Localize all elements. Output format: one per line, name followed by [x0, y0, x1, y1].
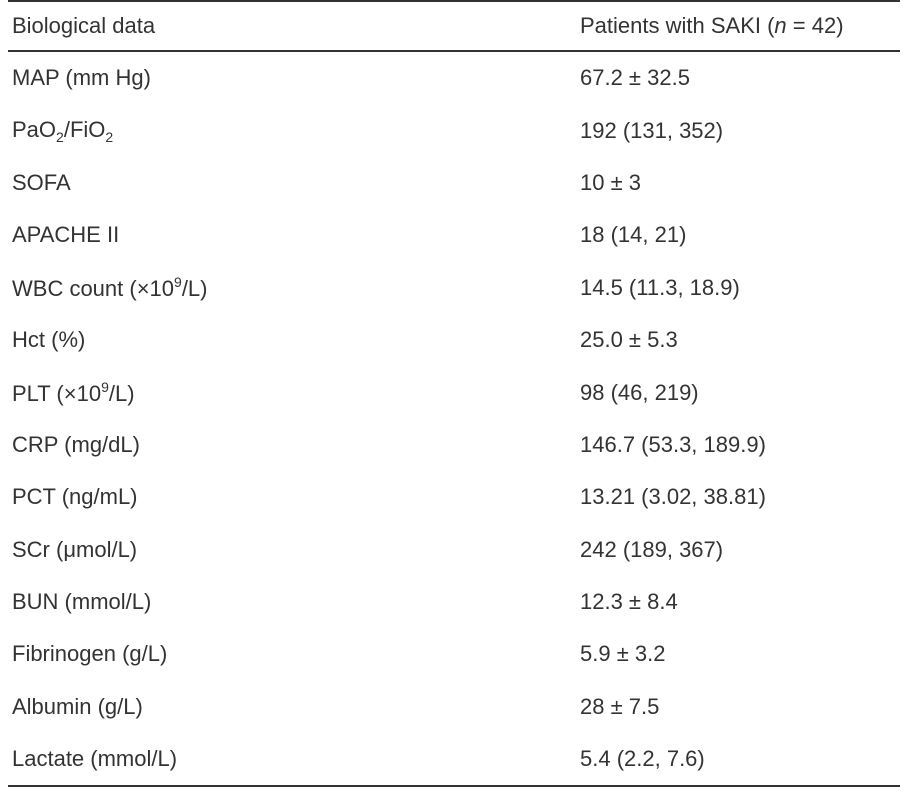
table-row: Albumin (g/L) 28 ± 7.5 — [8, 681, 900, 733]
row-label-mid: /FiO — [63, 116, 106, 142]
row-label-sup: 9 — [101, 378, 109, 395]
row-label: Hct (%) — [12, 327, 86, 353]
row-label: CRP (mg/dL) — [12, 431, 140, 457]
header-col2-n: n — [774, 13, 787, 38]
row-value: 5.4 (2.2, 7.6) — [580, 746, 705, 772]
table-row: PCT (ng/mL) 13.21 (3.02, 38.81) — [8, 471, 900, 523]
row-label: BUN (mmol/L) — [12, 589, 152, 615]
header-patients-with-saki: Patients with SAKI (n = 42) — [576, 1, 900, 51]
table-header: Biological data Patients with SAKI (n = … — [8, 1, 900, 51]
table-row: PLT (×109/L) 98 (46, 219) — [8, 366, 900, 418]
row-label: Albumin (g/L) — [12, 693, 143, 719]
row-value: 146.7 (53.3, 189.9) — [580, 431, 766, 457]
row-value: 12.3 ± 8.4 — [580, 589, 678, 615]
row-label-post: /L) — [181, 275, 208, 301]
table-row: BUN (mmol/L) 12.3 ± 8.4 — [8, 576, 900, 628]
row-value: 28 ± 7.5 — [580, 693, 660, 719]
header-col2-prefix: Patients with SAKI ( — [580, 13, 775, 38]
table-row: Hct (%) 25.0 ± 5.3 — [8, 314, 900, 366]
table-row: PaO2/FiO2 192 (131, 352) — [8, 104, 900, 156]
row-value: 18 (14, 21) — [580, 222, 687, 248]
row-value: 192 (131, 352) — [580, 117, 724, 143]
biological-data-table: Biological data Patients with SAKI (n = … — [8, 0, 900, 787]
table-row: CRP (mg/dL) 146.7 (53.3, 189.9) — [8, 419, 900, 471]
row-label: SOFA — [12, 169, 71, 195]
row-value: 25.0 ± 5.3 — [580, 327, 678, 353]
row-label: APACHE II — [12, 222, 120, 248]
table-row: APACHE II 18 (14, 21) — [8, 209, 900, 261]
row-label-pre: PaO — [12, 116, 57, 142]
row-label: PaO2/FiO2 — [8, 104, 576, 156]
header-row: Biological data Patients with SAKI (n = … — [8, 1, 900, 51]
table-row: SOFA 10 ± 3 — [8, 157, 900, 209]
biological-data-table-container: Biological data Patients with SAKI (n = … — [8, 0, 900, 787]
table-body: MAP (mm Hg) 67.2 ± 32.5 PaO2/FiO2 192 (1… — [8, 51, 900, 787]
row-label-post: /L) — [108, 380, 135, 406]
row-value: 67.2 ± 32.5 — [580, 65, 690, 91]
row-label: Lactate (mmol/L) — [12, 746, 178, 772]
table-row: WBC count (×109/L) 14.5 (11.3, 18.9) — [8, 262, 900, 314]
row-value: 14.5 (11.3, 18.9) — [580, 274, 740, 300]
row-label-pre: PLT (×10 — [12, 380, 102, 406]
row-label-sub: 2 — [56, 128, 64, 145]
table-row: Fibrinogen (g/L) 5.9 ± 3.2 — [8, 628, 900, 680]
row-value: 13.21 (3.02, 38.81) — [580, 484, 766, 510]
header-col2-suffix: = 42) — [786, 13, 844, 38]
row-label-pre: WBC count (×10 — [12, 275, 175, 301]
row-label: MAP (mm Hg) — [12, 65, 151, 91]
table-row: SCr (μmol/L) 242 (189, 367) — [8, 524, 900, 576]
row-label: SCr (μmol/L) — [12, 536, 138, 562]
row-value: 98 (46, 219) — [580, 379, 699, 405]
row-value: 5.9 ± 3.2 — [580, 641, 666, 667]
row-label: PLT (×109/L) — [8, 366, 576, 418]
table-row: Lactate (mmol/L) 5.4 (2.2, 7.6) — [8, 733, 900, 787]
row-value: 10 ± 3 — [580, 169, 642, 195]
row-value: 242 (189, 367) — [580, 536, 724, 562]
row-label: PCT (ng/mL) — [12, 484, 138, 510]
header-biological-data: Biological data — [12, 13, 156, 38]
row-label-sup: 9 — [174, 273, 182, 290]
row-label: Fibrinogen (g/L) — [12, 641, 168, 667]
row-label-sub: 2 — [105, 128, 114, 145]
table-row: MAP (mm Hg) 67.2 ± 32.5 — [8, 51, 900, 104]
row-label: WBC count (×109/L) — [8, 262, 576, 314]
